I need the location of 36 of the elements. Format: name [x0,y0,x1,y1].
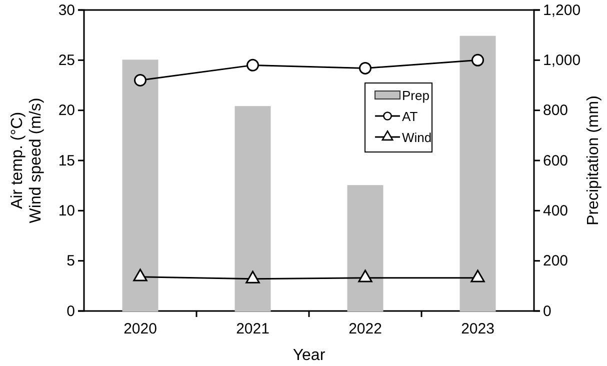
y2-tick-label: 400 [543,202,568,220]
y2-tick-label: 0 [543,302,552,320]
bar [347,185,384,312]
point [134,74,146,86]
point [470,270,485,282]
y-tick-label: 25 [58,52,75,69]
y2-tick-label: 800 [543,102,568,120]
x-tick-label: 2021 [236,320,270,338]
legend-label: Wind [402,130,432,145]
point [358,270,372,282]
x-axis-title: Year [292,347,326,364]
legend-label: AT [402,109,418,124]
point [133,268,148,282]
x-tick-label: 2020 [124,320,157,338]
x-tick-label: 2023 [461,320,494,338]
bar [234,106,271,312]
y-axis-title: Air temp. (°C) Wind speed (m/s) [9,98,44,224]
y-tick-label: 30 [58,2,75,19]
y-tick-label: 15 [58,152,75,170]
point [246,58,259,72]
y2-axis-title: Precipitation (mm) [585,96,602,226]
y-tick-label: 20 [58,102,75,120]
bar [122,60,158,312]
y-tick-label: 0 [66,302,75,320]
y2-tick-label: 1,000 [543,52,581,69]
point [246,270,260,284]
bar [460,36,496,312]
point [472,54,484,66]
y2-tick-label: 600 [543,152,568,170]
y-tick-label: 5 [66,252,75,270]
x-tick-label: 2022 [348,320,382,338]
y-tick-label: 10 [58,202,75,220]
y2-tick-label: 1,200 [543,2,581,19]
legend-label: Prep [402,88,430,103]
point [359,62,372,74]
y2-tick-label: 200 [543,252,568,270]
